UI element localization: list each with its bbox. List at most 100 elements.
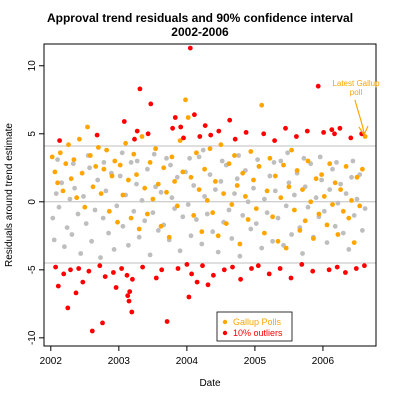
data-point <box>55 157 60 163</box>
data-point <box>117 173 123 179</box>
data-point <box>57 150 63 156</box>
legend-label-outliers: 10% outliers <box>233 328 283 338</box>
data-point <box>153 275 159 281</box>
data-point <box>185 115 191 120</box>
data-point <box>240 170 246 176</box>
data-point <box>248 226 254 232</box>
data-point <box>51 237 57 243</box>
data-point <box>294 134 299 139</box>
data-point <box>57 138 62 144</box>
data-point <box>100 320 105 326</box>
data-point <box>52 169 58 175</box>
data-point <box>270 214 275 220</box>
data-point <box>87 165 92 171</box>
data-point <box>137 86 143 92</box>
data-point <box>243 130 249 135</box>
data-point <box>145 211 150 217</box>
y-tick-label: 0 <box>27 199 38 205</box>
data-point <box>95 177 101 183</box>
data-point <box>218 142 224 148</box>
legend-label-gallup: Gallup Polls <box>233 317 282 327</box>
data-point <box>237 241 243 247</box>
data-point <box>267 155 273 161</box>
annotation-arrowhead-icon <box>358 125 369 137</box>
data-point <box>343 191 349 197</box>
data-point <box>120 192 126 198</box>
data-point <box>59 180 65 186</box>
data-point <box>151 151 157 157</box>
data-point <box>237 253 243 259</box>
data-point <box>189 271 195 277</box>
data-point <box>125 177 131 183</box>
data-point <box>219 158 225 164</box>
data-point <box>80 279 86 285</box>
data-point <box>278 195 284 201</box>
y-axis: -10 -5 0 5 10 <box>27 60 44 345</box>
data-point <box>204 211 210 217</box>
data-point <box>55 180 60 186</box>
data-point <box>114 203 120 209</box>
data-point <box>310 268 316 274</box>
y-tick-label: 10 <box>27 60 38 72</box>
data-point <box>89 328 95 334</box>
data-point <box>97 263 103 269</box>
data-point <box>243 194 248 199</box>
data-point <box>106 208 112 214</box>
data-point <box>319 177 324 183</box>
data-point <box>113 285 119 290</box>
data-point <box>232 153 237 158</box>
legend-marker-gallup <box>222 319 228 325</box>
data-point <box>271 160 277 165</box>
data-point <box>63 161 69 167</box>
data-point <box>305 158 311 164</box>
data-point <box>226 207 232 213</box>
data-point <box>346 247 352 252</box>
data-point <box>234 183 240 188</box>
data-point <box>134 128 140 134</box>
data-point <box>340 230 346 236</box>
legend: Gallup Polls 10% outliers <box>216 311 293 342</box>
data-point <box>117 162 123 168</box>
data-point <box>275 215 281 221</box>
series-1 <box>49 97 368 251</box>
data-point <box>207 172 213 178</box>
data-point <box>77 136 82 142</box>
data-point <box>202 166 208 172</box>
data-point <box>124 272 130 278</box>
data-point <box>353 266 359 271</box>
data-point <box>315 83 321 89</box>
data-point <box>100 215 106 221</box>
data-point <box>330 166 335 172</box>
data-point <box>185 202 191 207</box>
data-point <box>169 195 175 201</box>
data-point <box>216 128 222 134</box>
annotation-line-1: Latest Gallup <box>332 79 380 88</box>
data-point <box>127 289 133 294</box>
plot-border <box>43 43 377 347</box>
data-point <box>90 184 96 190</box>
plot-area <box>44 45 376 334</box>
data-point <box>253 221 259 227</box>
data-point <box>300 251 305 256</box>
data-point <box>278 158 284 164</box>
data-point <box>70 161 76 167</box>
data-point <box>350 158 356 164</box>
data-point <box>172 179 178 184</box>
data-point <box>131 208 137 214</box>
data-point <box>180 214 186 220</box>
data-point <box>136 226 142 232</box>
data-point <box>210 210 216 216</box>
data-point <box>166 234 172 240</box>
data-point <box>221 267 227 273</box>
data-point <box>245 217 251 222</box>
data-point <box>285 150 290 156</box>
data-point <box>196 154 202 160</box>
data-point <box>264 188 270 194</box>
data-point <box>150 210 156 216</box>
data-point <box>60 188 66 194</box>
data-point <box>55 283 61 289</box>
data-point <box>67 196 73 202</box>
data-point <box>103 188 109 194</box>
data-point <box>338 181 343 187</box>
data-point <box>348 135 354 141</box>
